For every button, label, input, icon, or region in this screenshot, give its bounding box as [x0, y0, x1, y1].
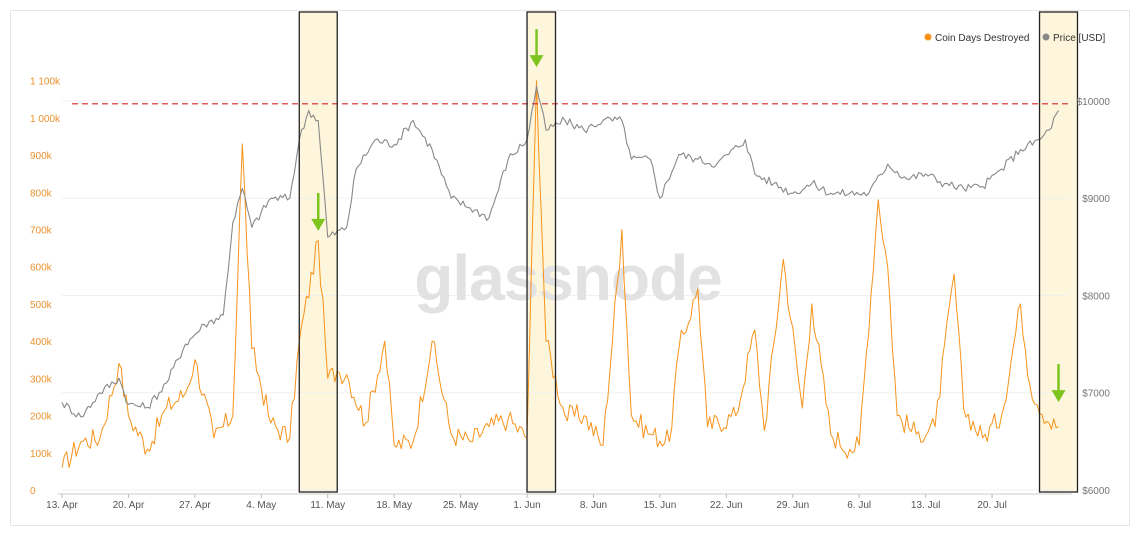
x-tick-label: 6. Jul: [847, 500, 871, 511]
y-left-tick-label: 200k: [30, 412, 53, 423]
y-left-tick-label: 900k: [30, 151, 53, 162]
highlight-band-1: [299, 12, 338, 492]
arrow-head-2: [529, 55, 544, 68]
arrow-head-3: [1051, 390, 1066, 403]
x-tick-label: 22. Jun: [710, 500, 743, 511]
y-right-tick-label: $9000: [1082, 194, 1110, 205]
x-tick-label: 13. Jul: [911, 500, 940, 511]
arrow-1: [311, 192, 326, 231]
x-tick-label: 20. Apr: [113, 500, 145, 511]
arrow-layer: [311, 29, 1066, 403]
arrow-2: [529, 29, 544, 68]
highlight-box-3: [1038, 11, 1079, 493]
arrow-3: [1051, 364, 1066, 403]
series-line-1: [61, 80, 1059, 468]
y-left-tick-label: 1 100k: [30, 77, 61, 88]
y-left-tick-label: 700k: [30, 225, 53, 236]
y-left-tick-label: 500k: [30, 300, 53, 311]
watermark-text: glassnode: [414, 242, 722, 314]
x-tick-label: 20. Jul: [977, 500, 1006, 511]
legend-marker-2: [1042, 33, 1050, 41]
y-right-tick-label: $8000: [1082, 291, 1110, 302]
highlight-box-1: [298, 11, 338, 493]
highlight-band-3: [1039, 12, 1078, 492]
y-right-tick-label: $6000: [1082, 486, 1110, 497]
chart-frame: [10, 10, 1130, 526]
series-line-2: [61, 85, 1059, 418]
y-left-tick-label: 400k: [30, 337, 53, 348]
arrow-head-1: [311, 218, 326, 231]
y-left-tick-label: 300k: [30, 374, 53, 385]
x-tick-label: 4. May: [246, 500, 276, 511]
x-tick-label: 29. Jun: [776, 500, 809, 511]
y-left-tick-label: 0: [30, 486, 36, 497]
x-tick-label: 18. May: [376, 500, 412, 511]
y-left-tick-label: 100k: [30, 449, 53, 460]
series-layer: [61, 80, 1059, 468]
x-tick-label: 1. Jun: [513, 500, 540, 511]
axes-layer: 0 100k 200k 300k 400k 500k 600k 700k 800k 900k 1 0…: [30, 77, 1110, 511]
y-left-tick-label: 1 000k: [30, 114, 61, 125]
x-tick-label: 25. May: [443, 500, 479, 511]
legend-item-2: Price [USD]: [1042, 33, 1105, 44]
x-tick-label: 13. Apr: [46, 500, 78, 511]
legend-marker-1: [924, 33, 932, 41]
legend: Coin Days Destroyed Price [USD]: [924, 33, 1105, 44]
x-tick-label: 8. Jun: [580, 500, 607, 511]
y-left-tick-label: 800k: [30, 188, 53, 199]
legend-label-2: Price [USD]: [1053, 33, 1105, 44]
grid-layer: [62, 100, 1068, 491]
highlight-box-2: [526, 11, 557, 493]
x-tick-label: 27. Apr: [179, 500, 211, 511]
legend-item-1: Coin Days Destroyed: [924, 33, 1029, 44]
legend-label-1: Coin Days Destroyed: [935, 33, 1029, 44]
y-left-tick-label: 600k: [30, 263, 53, 274]
y-right-tick-label: $7000: [1082, 389, 1110, 400]
x-tick-label: 11. May: [310, 500, 345, 511]
highlight-layer: [299, 12, 1078, 492]
y-right-tick-label: $10000: [1077, 97, 1111, 108]
highlight-box-layer: [298, 11, 1079, 493]
x-tick-label: 15. Jun: [643, 500, 676, 511]
